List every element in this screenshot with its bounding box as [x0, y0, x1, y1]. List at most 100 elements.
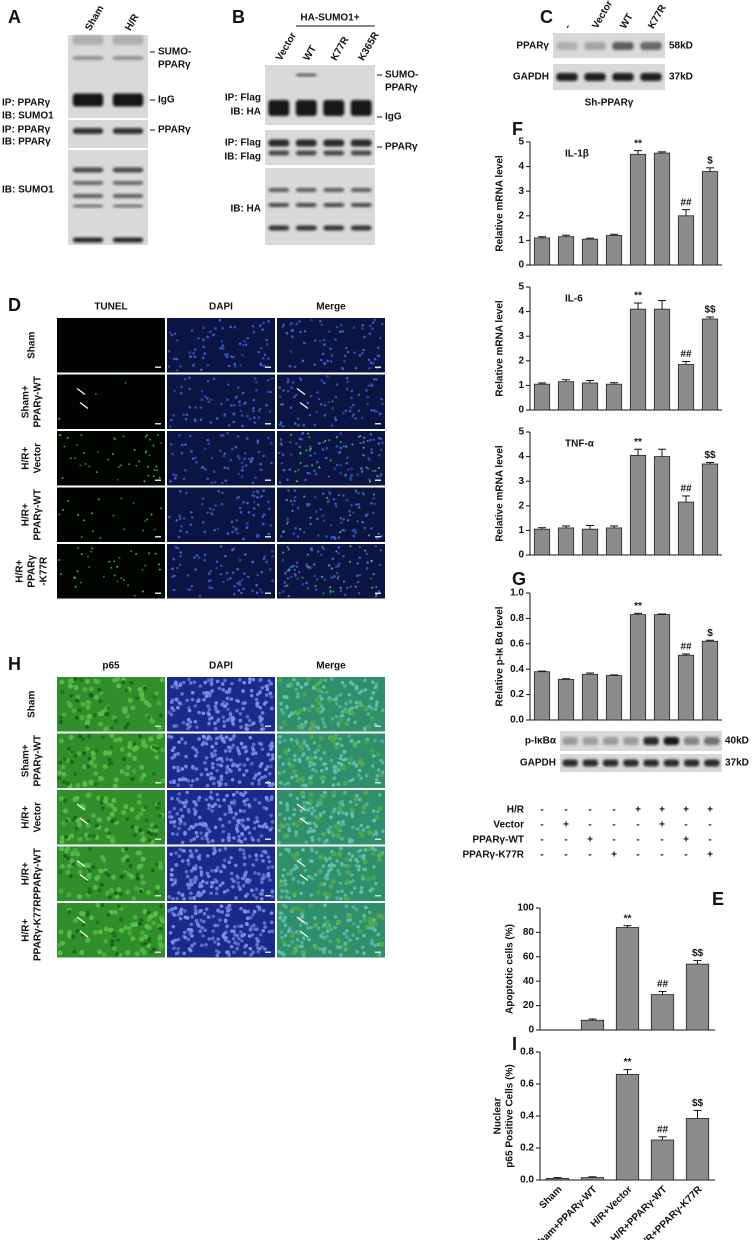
cell: [367, 712, 371, 716]
cell: [174, 477, 177, 480]
cell: [160, 748, 165, 753]
significance-label: ##: [680, 484, 692, 495]
cell: [123, 925, 128, 930]
cell: [299, 331, 302, 334]
cell: [342, 412, 345, 415]
cell: [167, 895, 171, 899]
cell: [341, 529, 344, 532]
condition-sign: -: [540, 820, 543, 831]
cell: [263, 775, 267, 779]
cell: [57, 770, 62, 775]
cell: [381, 322, 384, 325]
blot-band: [113, 181, 143, 185]
cell: [380, 475, 382, 477]
cell: [336, 383, 339, 386]
cell: [93, 713, 97, 717]
cell: [176, 339, 179, 342]
cell: [153, 469, 155, 471]
cell: [181, 452, 184, 455]
cell: [226, 696, 230, 700]
cell: [331, 851, 336, 856]
cell: [306, 503, 309, 506]
scale-bar: [155, 782, 161, 784]
cell: [239, 887, 243, 891]
cell: [257, 772, 261, 776]
cell: [262, 455, 265, 458]
cell: [232, 793, 236, 797]
cell: [210, 745, 214, 749]
cell: [201, 711, 205, 715]
cell: [373, 928, 377, 932]
bar: [606, 676, 621, 720]
condition-sign: -: [708, 820, 711, 831]
lane-label: Sham: [83, 4, 106, 33]
cell: [286, 332, 289, 335]
cell: [191, 585, 194, 588]
cell: [246, 415, 249, 418]
cell: [285, 499, 288, 502]
cell: [340, 521, 343, 524]
cell: [65, 846, 70, 851]
cell: [381, 441, 384, 444]
cell: [191, 766, 195, 770]
y-tick-label: 5: [518, 282, 524, 293]
cell: [297, 880, 301, 884]
cell: [370, 527, 373, 530]
cell: [61, 765, 66, 770]
cell: [338, 705, 342, 709]
bar: [606, 528, 621, 555]
cell: [175, 812, 179, 816]
cell: [207, 439, 210, 442]
cell: [368, 359, 371, 362]
cell: [375, 752, 380, 757]
column-header: DAPI: [209, 302, 233, 313]
row-label: PPARγ-K77R: [33, 899, 44, 961]
condition-sign: -: [612, 835, 615, 846]
cell: [98, 699, 102, 703]
cell: [319, 736, 324, 741]
panel-label: E: [712, 889, 724, 909]
cell: [285, 707, 289, 711]
cell: [242, 344, 245, 347]
cell: [346, 919, 350, 923]
cell: [103, 726, 108, 731]
cell: [180, 767, 184, 771]
cell: [222, 720, 226, 724]
cell: [142, 569, 144, 571]
cell: [182, 414, 185, 417]
cell: [277, 735, 281, 739]
cell: [374, 595, 377, 598]
cell: [260, 571, 263, 574]
cell: [111, 798, 116, 803]
cell: [256, 592, 259, 595]
cell: [207, 713, 211, 717]
cell: [210, 398, 213, 401]
cell: [265, 404, 268, 407]
cell: [251, 913, 255, 917]
cell: [320, 553, 323, 556]
cell: [270, 707, 274, 711]
cell: [206, 872, 210, 876]
cell: [356, 937, 360, 941]
cell: [73, 772, 77, 776]
cell: [282, 425, 285, 428]
cell: [108, 561, 110, 563]
condition-sign: -: [564, 850, 567, 861]
cell: [157, 700, 162, 705]
cell: [214, 803, 218, 807]
cell: [73, 815, 77, 819]
cell: [260, 897, 264, 901]
cell: [145, 435, 147, 437]
cell: [277, 678, 282, 683]
cell: [315, 851, 319, 855]
cell: [310, 847, 314, 851]
cell: [255, 381, 258, 384]
cell: [329, 347, 332, 350]
cell: [184, 765, 188, 769]
cell: [328, 439, 330, 441]
cell: [287, 577, 290, 580]
cell: [346, 377, 349, 380]
cell: [249, 916, 253, 920]
cell: [182, 897, 186, 901]
cell: [211, 762, 215, 766]
